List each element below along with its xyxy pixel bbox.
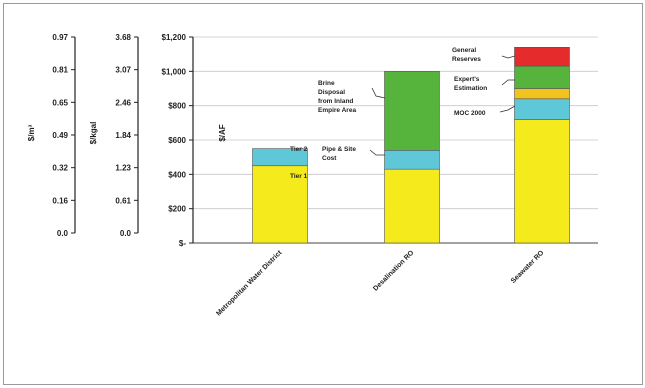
bar-segment-1-2	[252, 148, 308, 167]
general-label-2: Reserves	[452, 56, 481, 63]
primary-y-tick-labels: $- $200 $400 $600 $800 $1,000 $1,200	[162, 33, 193, 248]
bar-segment-3-5	[514, 46, 570, 67]
brine-label-4: Empire Area	[318, 107, 356, 114]
kgal-axis-label: $/kgal	[89, 122, 98, 145]
primary-tick-label: $600	[168, 136, 186, 145]
kgal-tick-label: 0.0	[120, 229, 132, 238]
category-labels: Metropolitan Water District Desalination …	[215, 249, 545, 317]
bar-segment-2-1	[384, 168, 440, 244]
m3-tick-label: 0.97	[52, 33, 68, 42]
m3-tick-label: 0.65	[52, 98, 68, 107]
category-label: Seawater RO	[510, 249, 546, 285]
primary-tick-label: $1,200	[162, 33, 187, 42]
annotations: Tier 2 Tier 1 Brine Disposal from Inland…	[290, 47, 516, 180]
bar-segment-2-2	[384, 150, 440, 170]
kgal-tick-label: 3.68	[115, 33, 131, 42]
primary-tick-label: $200	[168, 205, 186, 214]
general-pointer	[501, 55, 516, 59]
kgal-tick-label: 1.84	[115, 131, 131, 140]
primary-tick-label: $-	[179, 239, 186, 248]
pipeline-pointer	[369, 149, 385, 156]
bar-segment-3-4	[514, 65, 570, 89]
m3-tick-label: 0.81	[52, 66, 68, 75]
m3-tick-label: 0.16	[52, 196, 68, 205]
primary-tick-label: $400	[168, 170, 186, 179]
m3-tick-label: 0.32	[52, 164, 68, 173]
kgal-tick-label: 2.46	[115, 98, 131, 107]
m3-axis-label: $/m³	[27, 124, 36, 141]
bar-segment-2-3	[384, 71, 440, 151]
primary-tick-label: $800	[168, 102, 186, 111]
kgal-tick-label: 1.23	[115, 164, 131, 173]
brine-label-1: Brine	[318, 80, 335, 87]
category-label: Desalination RO	[372, 249, 416, 293]
tier2-label: Tier 2	[290, 146, 308, 153]
m3-tick-label: 0.49	[52, 131, 68, 140]
general-label-1: General	[452, 47, 476, 54]
brine-pointer	[371, 87, 386, 99]
bar-segment-3-2	[514, 98, 570, 120]
pipeline-label-2: Cost	[322, 155, 337, 162]
moc-pointer	[499, 105, 516, 113]
moc-label: MOC 2000	[454, 110, 486, 117]
kgal-tick-label: 3.07	[115, 66, 131, 75]
bars	[252, 46, 570, 244]
expert-label-1: Expert's	[454, 76, 480, 83]
pipeline-label-1: Pipe & Site	[322, 146, 356, 153]
m3-tick-labels: 0.0 0.16 0.32 0.49 0.65 0.81 0.97	[52, 33, 75, 238]
category-label: Metropolitan Water District	[215, 249, 283, 317]
bar-segment-1-1	[252, 165, 308, 244]
brine-label-3: from Inland	[318, 98, 353, 105]
kgal-tick-label: 0.61	[115, 196, 131, 205]
brine-label-2: Disposal	[318, 89, 345, 96]
expert-pointer	[501, 79, 515, 86]
expert-label-2: Estimation	[454, 85, 487, 92]
bar-segment-3-3	[514, 88, 570, 100]
primary-tick-label: $1,000	[162, 67, 187, 76]
tier1-label: Tier 1	[290, 173, 308, 180]
m3-tick-label: 0.0	[57, 229, 69, 238]
kgal-tick-labels: 0.0 0.61 1.23 1.84 2.46 3.07 3.68	[115, 33, 138, 238]
bar-segment-3-1	[514, 119, 570, 244]
primary-y-axis-label: $/AF	[218, 124, 227, 141]
